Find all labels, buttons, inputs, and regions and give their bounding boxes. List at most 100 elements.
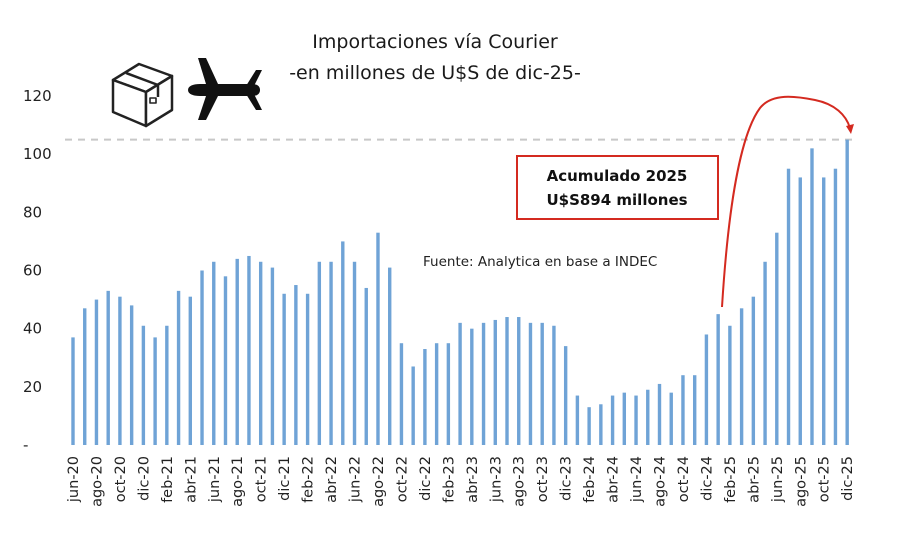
- bar: [153, 337, 157, 445]
- x-axis: jun-20 ago-20 oct-20 dic-20 feb-21 abr-21 jun-…: [66, 456, 856, 507]
- bar: [798, 177, 802, 445]
- bar: [517, 317, 521, 445]
- bar: [505, 317, 509, 445]
- x-tick-label: oct-24: [676, 456, 692, 502]
- bar: [786, 168, 791, 445]
- bar: [329, 261, 333, 445]
- x-tick-label: ago-20: [89, 456, 105, 507]
- bar: [399, 343, 404, 445]
- bar: [634, 395, 638, 445]
- bar: [599, 404, 603, 445]
- y-tick-label: 80: [23, 203, 42, 221]
- x-tick-label: feb-23: [441, 456, 457, 503]
- bar: [446, 343, 451, 445]
- bar: [352, 261, 357, 445]
- annotation-arrow: [721, 95, 851, 308]
- bar: [118, 296, 122, 445]
- bar: [622, 392, 627, 445]
- x-tick-label: dic-25: [840, 456, 856, 501]
- bar: [376, 232, 380, 445]
- x-tick-label: ago-23: [512, 456, 528, 507]
- y-axis: - 20 40 60 80 100 120: [23, 87, 52, 454]
- x-tick-label: abr-24: [606, 456, 622, 503]
- bar: [563, 346, 568, 445]
- airplane-icon: [188, 58, 262, 120]
- x-tick-label: feb-25: [723, 456, 739, 503]
- bar: [692, 375, 697, 445]
- x-tick-label: abr-23: [465, 456, 481, 503]
- bar: [165, 325, 169, 445]
- chart-subtitle: -en millones de U$S de dic-25-: [289, 62, 581, 84]
- bar: [411, 366, 415, 445]
- bars: [71, 139, 849, 446]
- bar: [704, 334, 709, 445]
- bar: [364, 287, 368, 445]
- bar: [71, 337, 75, 445]
- x-tick-label: abr-25: [746, 456, 762, 503]
- bar: [106, 290, 110, 445]
- y-tick-label: -: [23, 436, 28, 454]
- bar: [388, 267, 392, 445]
- bar: [200, 270, 204, 445]
- bar: [94, 299, 99, 445]
- bar: [822, 177, 826, 445]
- bar: [176, 290, 181, 445]
- bar: [587, 407, 591, 445]
- x-tick-label: jun-25: [770, 456, 786, 503]
- source-note: Fuente: Analytica en base a INDEC: [423, 254, 657, 270]
- bar: [212, 261, 216, 445]
- x-tick-label: jun-22: [348, 456, 364, 503]
- x-tick-label: oct-21: [254, 456, 270, 502]
- bar: [763, 261, 767, 445]
- y-tick-label: 120: [23, 87, 52, 105]
- box-icon: [111, 62, 174, 128]
- bar: [833, 168, 838, 445]
- bar: [434, 343, 439, 445]
- bar: [716, 314, 720, 446]
- x-tick-label: dic-23: [559, 456, 575, 501]
- x-tick-label: dic-20: [136, 456, 152, 501]
- bar: [270, 267, 275, 445]
- bar: [528, 322, 533, 445]
- bar: [223, 276, 228, 445]
- bar: [188, 296, 192, 445]
- bar: [775, 232, 779, 445]
- x-tick-label: jun-23: [488, 456, 504, 503]
- bar: [810, 148, 814, 445]
- x-tick-label: abr-22: [324, 456, 340, 503]
- bar: [493, 319, 497, 445]
- bar: [646, 389, 650, 445]
- annotation-line2: U$S894 millones: [546, 191, 687, 209]
- bar: [728, 325, 732, 445]
- y-tick-label: 20: [23, 378, 42, 396]
- x-tick-label: feb-24: [582, 456, 598, 503]
- bar: [540, 322, 544, 445]
- chart-title: Importaciones vía Courier: [312, 31, 558, 53]
- bar: [845, 139, 849, 446]
- bar: [423, 349, 427, 445]
- x-tick-label: oct-23: [535, 456, 551, 502]
- annotation-box: [516, 155, 719, 220]
- x-tick-label: jun-20: [66, 456, 82, 503]
- bar: [739, 308, 744, 445]
- annotation-arrowhead: [846, 124, 854, 134]
- bar: [282, 293, 286, 445]
- x-tick-label: oct-22: [394, 456, 410, 502]
- y-tick-label: 100: [23, 145, 52, 163]
- bar: [552, 325, 556, 445]
- bar: [481, 322, 486, 445]
- x-tick-label: jun-21: [207, 456, 223, 503]
- bar: [235, 258, 239, 445]
- x-tick-label: abr-21: [183, 456, 199, 503]
- x-tick-label: dic-24: [699, 456, 715, 501]
- bar: [305, 293, 310, 445]
- x-tick-label: feb-21: [160, 456, 176, 503]
- x-tick-label: dic-22: [418, 456, 434, 501]
- x-tick-label: dic-21: [277, 456, 293, 501]
- x-tick-label: oct-20: [113, 456, 129, 502]
- bar: [247, 255, 251, 445]
- bar: [83, 308, 87, 445]
- x-tick-label: ago-24: [653, 456, 669, 507]
- bar: [470, 328, 474, 445]
